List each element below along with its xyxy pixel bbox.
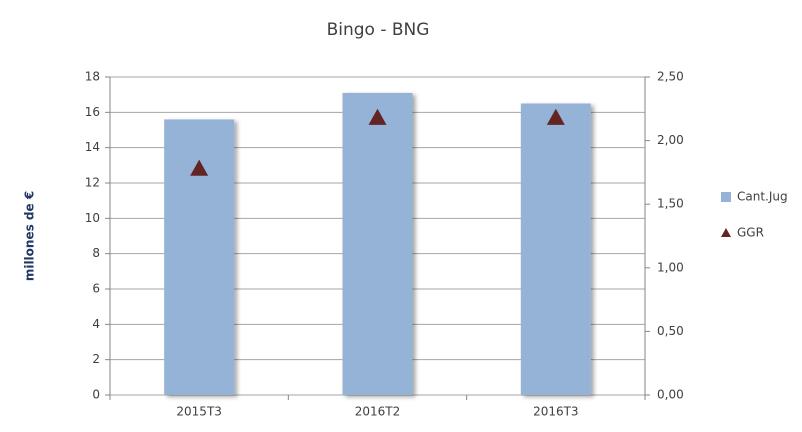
y-tick-label: 10 [85, 211, 100, 225]
y-tick-label: 8 [92, 246, 100, 260]
legend-label: GGR [737, 226, 764, 240]
marker [368, 108, 387, 125]
marker [546, 108, 565, 125]
y2-tick-label: 1,50 [657, 197, 684, 211]
y2-tick-label: 2,00 [657, 133, 684, 147]
bar [342, 92, 413, 396]
y2-tick-label: 2,50 [657, 70, 684, 84]
y-tick-label: 0 [92, 388, 100, 402]
bar [520, 103, 591, 395]
y-tick-label: 6 [92, 282, 100, 296]
y-tick-label: 18 [85, 70, 100, 84]
legend-marker [721, 228, 731, 237]
x-tick-label: 2015T3 [176, 405, 222, 419]
marker [190, 159, 209, 176]
y2-tick-label: 1,00 [657, 260, 684, 274]
y2-tick-label: 0,00 [657, 388, 684, 402]
y-tick-label: 12 [85, 176, 100, 190]
chart-title: Bingo - BNG [327, 20, 430, 40]
y-tick-label: 2 [92, 352, 100, 366]
y-tick-label: 4 [92, 317, 100, 331]
y2-tick-label: 0,50 [657, 324, 684, 338]
y-tick-label: 14 [85, 140, 100, 154]
legend-label: Cant.Jug [737, 190, 788, 204]
y-axis-label: millones de € [23, 191, 37, 281]
y-tick-label: 16 [85, 105, 100, 119]
legend-swatch [721, 192, 731, 202]
x-tick-label: 2016T2 [355, 405, 401, 419]
x-tick-label: 2016T3 [533, 405, 579, 419]
